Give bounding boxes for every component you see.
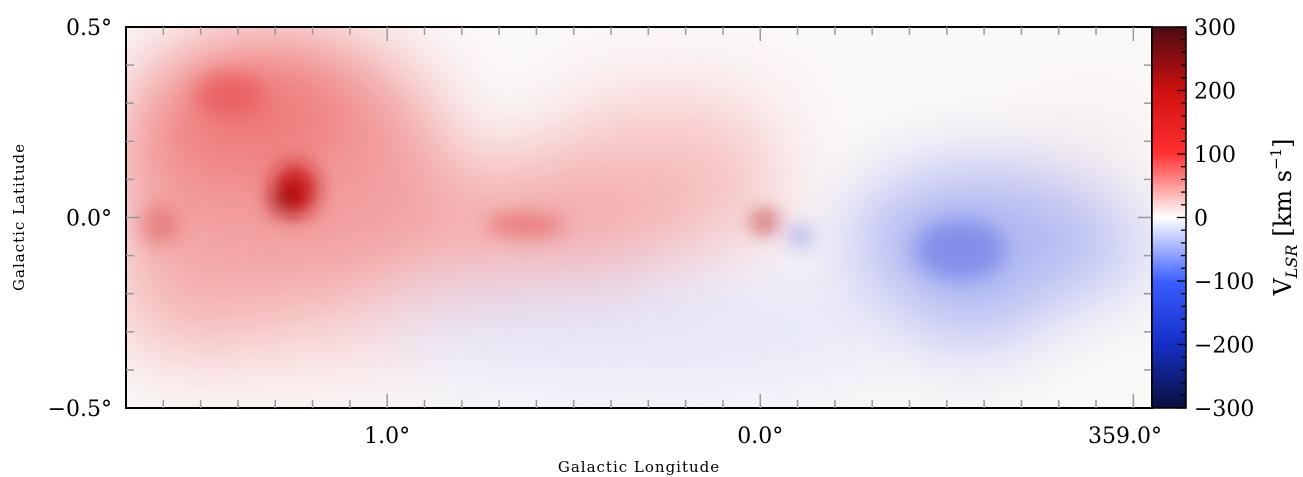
colorbar-units: [km s xyxy=(1269,170,1297,237)
colorbar-tick-label: −200 xyxy=(1194,334,1254,359)
x-tick-label: 0.0° xyxy=(737,424,783,449)
x-tick-label: 1.0° xyxy=(364,424,410,449)
colorbar-ticks xyxy=(1177,26,1186,409)
colorbar-units-exponent: −1 xyxy=(1267,148,1285,170)
colorbar-label-v: V xyxy=(1269,278,1297,297)
y-tick-label: 0.0° xyxy=(66,207,112,232)
colorbar-tick-label: 300 xyxy=(1194,16,1236,41)
y-tick-label: 0.5° xyxy=(66,16,112,41)
x-tick-labels: 1.0° 0.0° 359.0° xyxy=(364,424,1162,449)
colorbar-tick-labels: 300 200 100 0 −100 −200 −300 xyxy=(1194,16,1254,422)
colorbar-units-close: ] xyxy=(1269,138,1297,147)
colorbar-tick-label: 100 xyxy=(1194,143,1236,168)
velocity-heatmap xyxy=(126,27,1152,408)
colorbar-tick-label: 0 xyxy=(1194,207,1208,232)
y-tick-labels: 0.5° 0.0° −0.5° xyxy=(48,16,112,422)
colorbar-label: VLSR [km s−1] xyxy=(1267,138,1301,296)
colorbar-tick-label: 200 xyxy=(1194,80,1236,105)
y-tick-label: −0.5° xyxy=(48,397,112,422)
x-tick-label: 359.0° xyxy=(1088,424,1162,449)
colorbar-label-subscript: LSR xyxy=(1282,245,1301,280)
colorbar-tick-label: −100 xyxy=(1194,270,1254,295)
colorbar-tick-label: −300 xyxy=(1194,397,1254,422)
x-axis-label: Galactic Longitude xyxy=(558,458,720,476)
minor-tick-marks xyxy=(126,27,1152,408)
y-axis-label: Galactic Latitude xyxy=(10,143,28,291)
